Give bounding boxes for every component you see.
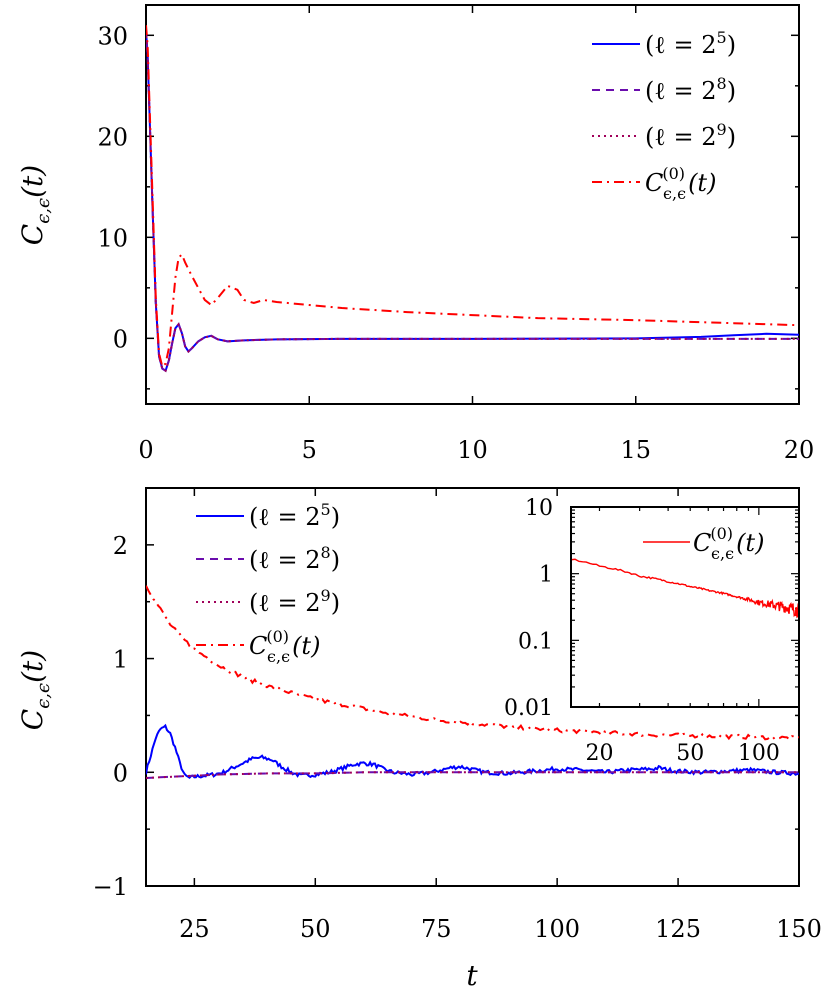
bottom-ytick-label-3: 2 (113, 532, 128, 560)
inset-ytick-label-1: 1 (539, 563, 553, 588)
inset-background (571, 507, 799, 707)
bottom-xlabel: t (466, 959, 478, 992)
top-series-group (146, 25, 799, 373)
bottom-ylabel: Cϵ,ϵ(t) (16, 650, 54, 730)
top-series-1-line (146, 30, 799, 373)
top-ylabel: Cϵ,ϵ(t) (16, 165, 54, 245)
top-series-3-line (146, 25, 799, 369)
top-xtick-label-4: 20 (784, 436, 815, 464)
inset-ytick-label-3: 0.01 (504, 696, 553, 721)
bottom-ytick-label-1: 0 (113, 759, 128, 787)
bottom-series-2-line (146, 771, 799, 779)
top-ytick-label-3: 30 (97, 22, 128, 50)
inset-series-group (571, 558, 799, 619)
bottom-legend-label-1: (ℓ = 28) (249, 543, 340, 574)
top-xtick-label-3: 15 (620, 436, 651, 464)
top-legend-label-3: C(0) ϵ,ϵ(t) (645, 164, 716, 203)
inset-plot-frame (570, 506, 800, 708)
inset-xtick-label-2: 100 (738, 741, 780, 766)
top-xtick-label-1: 5 (302, 436, 317, 464)
top-plot-frame (145, 4, 800, 405)
bottom-legend: (ℓ = 25) (ℓ = 28) (ℓ = 29) C(0) ϵ,ϵ(t) (196, 500, 340, 666)
bottom-xtick-label-5: 150 (776, 915, 822, 943)
top-ytick-label-1: 10 (97, 224, 128, 252)
bottom-ytick-label-2: 1 (113, 646, 128, 674)
bottom-series-group (146, 585, 799, 779)
bottom-series-0-line (146, 723, 799, 779)
bottom-ytick-label-0: −1 (93, 873, 128, 901)
inset-ytick-label-2: 0.1 (518, 629, 553, 654)
top-series-2-line (146, 30, 799, 373)
inset-xtick-label-0: 20 (585, 741, 613, 766)
top-axis-ticks: 0 5 10 15 20 0 10 20 30 (97, 5, 814, 464)
top-ytick-label-0: 0 (113, 325, 128, 353)
bottom-legend-label-2: (ℓ = 29) (249, 586, 340, 617)
top-xtick-label-2: 10 (457, 436, 488, 464)
bottom-xtick-label-3: 100 (534, 915, 580, 943)
top-chart: 0 5 10 15 20 0 10 20 30 Cϵ,ϵ(t) (ℓ = 25) (ℓ = 28)… (16, 4, 814, 464)
top-legend-label-2: (ℓ = 29) (645, 120, 736, 151)
top-legend-label-1: (ℓ = 28) (645, 74, 736, 105)
bottom-legend-label-3: C(0) ϵ,ϵ(t) (249, 627, 320, 666)
bottom-xtick-label-0: 25 (179, 915, 210, 943)
top-xtick-label-0: 0 (138, 436, 153, 464)
inset-series-0-line (571, 558, 799, 619)
inset-legend: C(0) ϵ,ϵ(t) (643, 524, 764, 563)
inset-axis-ticks: 20 50 100 10 1 0.1 0.01 (504, 496, 799, 766)
bottom-legend-label-0: (ℓ = 25) (249, 500, 340, 531)
bottom-series-3-line (146, 585, 799, 741)
top-ytick-label-2: 20 (97, 123, 128, 151)
top-legend: (ℓ = 25) (ℓ = 28) (ℓ = 29) C(0) ϵ,ϵ(t) (592, 28, 736, 203)
bottom-xtick-label-4: 125 (655, 915, 701, 943)
bottom-xtick-label-2: 75 (421, 915, 452, 943)
bottom-xtick-label-1: 50 (300, 915, 331, 943)
top-legend-label-0: (ℓ = 25) (645, 28, 736, 59)
inset-chart: 20 50 100 10 1 0.1 0.01 C(0) ϵ,ϵ(t) (504, 496, 800, 766)
inset-xtick-label-1: 50 (676, 741, 704, 766)
inset-ytick-label-0: 10 (525, 496, 553, 521)
inset-legend-label-0: C(0) ϵ,ϵ(t) (693, 524, 764, 563)
